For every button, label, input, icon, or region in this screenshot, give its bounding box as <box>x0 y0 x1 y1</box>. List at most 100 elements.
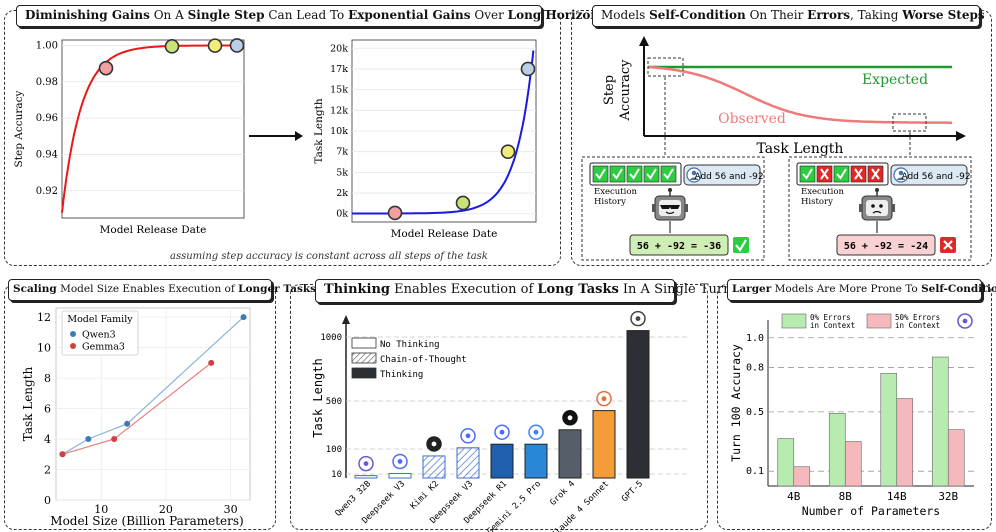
x-tick-label: 4B <box>787 490 801 503</box>
x-axis-label: Model Release Date <box>391 228 498 240</box>
x-tick-label: 10 <box>94 503 108 516</box>
x-tick-label: 8B <box>839 490 853 503</box>
zoom-box-late <box>892 113 927 132</box>
bar <box>524 443 548 479</box>
expected-label: Expected <box>862 72 928 88</box>
bar <box>844 441 862 487</box>
model-logo-icon-core <box>465 433 471 439</box>
x-axis-label: Model Size (Billion Parameters) <box>50 514 243 528</box>
panel2-title: Models Self-Condition On Their Errors, T… <box>592 5 985 27</box>
title-fragment: Long Tasks <box>537 282 619 297</box>
panel5-title: Larger Models Are More Prone To Self-Con… <box>727 279 996 301</box>
y-tick-label: 7k <box>336 147 348 158</box>
title-fragment: Worse Steps <box>902 8 985 22</box>
robot-ear <box>652 204 655 212</box>
series-point <box>59 451 66 458</box>
legend-swatch <box>866 313 892 329</box>
title-fragment: On Their <box>745 8 808 22</box>
y-tick-label: 0 <box>44 494 51 507</box>
panel4-title: Thinking Enables Execution of Long Tasks… <box>315 279 731 303</box>
panel3-title: Scaling Model Size Enables Execution of … <box>8 279 316 301</box>
bar <box>388 472 412 479</box>
legend-box <box>61 310 139 356</box>
y-axis-label: Step Accuracy <box>13 90 25 167</box>
y-axis-label: Task Length <box>311 358 325 437</box>
y-axis-label-line1: Step <box>602 75 617 105</box>
model-logo-icon-core <box>601 396 607 401</box>
answer-text: 56 + -92 = -36 <box>637 241 721 252</box>
bar <box>828 413 846 487</box>
arrow-icon <box>249 131 303 141</box>
check-mark <box>735 239 747 252</box>
bar <box>931 356 949 487</box>
title-fragment: In A Single Turn <box>618 282 732 297</box>
sunglasses-icon <box>660 205 680 209</box>
robot-smile <box>665 211 675 215</box>
y-tick-label: 15k <box>330 85 348 96</box>
y-axis-label: Turn 100 Accuracy <box>729 344 743 462</box>
accuracy-marker <box>207 38 223 53</box>
legend-label-line1: 0% Errors <box>810 313 851 322</box>
accuracy-marker <box>229 38 245 53</box>
legend-swatch <box>351 367 377 379</box>
cross-mark <box>820 168 829 180</box>
cross-mark <box>943 240 953 250</box>
task-length-marker <box>520 61 536 77</box>
series-point <box>111 436 118 443</box>
assumption-note: assuming step accuracy is constant acros… <box>170 251 488 262</box>
y-tick-label: 1.00 <box>36 40 58 51</box>
history-label-1: Execution <box>594 187 638 197</box>
y-tick-label: 4 <box>44 433 51 446</box>
legend-label-line2: in Context <box>810 321 855 330</box>
y-tick-label: 12k <box>330 105 348 116</box>
cross-mark <box>854 168 863 180</box>
check-mark <box>802 168 813 180</box>
bar <box>947 429 965 487</box>
observed-label: Observed <box>718 111 786 127</box>
task-length-marker <box>455 195 471 211</box>
title-fragment: Self-Condition <box>649 8 746 22</box>
series-point <box>208 359 215 366</box>
y-tick-label: 0k <box>336 209 348 220</box>
bar <box>490 443 514 479</box>
bar <box>896 398 914 487</box>
y-axis-label-line2: Accuracy <box>618 59 633 122</box>
model-logo-icon <box>494 424 510 440</box>
task-length-curve <box>352 50 535 215</box>
title-fragment: Diminishing Gains <box>25 8 150 22</box>
user-query-text: Add 56 and -92 <box>694 172 763 182</box>
qwen-logo-icon-core <box>962 318 968 324</box>
thinking-bar-chart: 10 100 500 1000 Task Length No Thinking Chain-… <box>311 310 690 532</box>
y-tick-label: 1.0 <box>746 333 764 344</box>
accuracy-marker <box>98 60 114 76</box>
user-icon-body <box>896 177 906 180</box>
x-tick-label: 32B <box>938 490 958 503</box>
user-query-box <box>683 164 761 186</box>
legend-title: Model Family <box>67 314 133 325</box>
model-logo-icon <box>596 390 612 407</box>
y-tick-label: 0.1 <box>746 466 764 477</box>
y-tick-label: 0.98 <box>36 77 58 88</box>
bar <box>592 410 616 479</box>
model-logo-icon-core <box>499 429 505 435</box>
robot-ear <box>892 204 895 212</box>
legend-swatch <box>781 313 807 329</box>
x-tick-label: 14B <box>887 490 907 503</box>
y-tick-label: 12 <box>37 311 51 324</box>
y-tick-label: 8 <box>44 372 51 385</box>
robot-eye <box>879 204 883 208</box>
history-label-1: Execution <box>801 187 845 197</box>
y-tick-label: 5k <box>336 167 348 178</box>
legend-label: Chain-of-Thought <box>380 355 467 365</box>
user-query-box <box>890 164 968 186</box>
y-tick-label: 0.5 <box>746 407 764 418</box>
bar <box>456 447 480 479</box>
title-fragment: Thinking <box>324 282 391 297</box>
robot-face <box>659 200 681 216</box>
bar <box>422 455 446 479</box>
accuracy-marker <box>164 39 180 54</box>
zoom-box-early <box>647 57 684 77</box>
bar <box>777 438 795 487</box>
check-mark <box>646 168 657 180</box>
x-tick-label: 30 <box>224 503 238 516</box>
